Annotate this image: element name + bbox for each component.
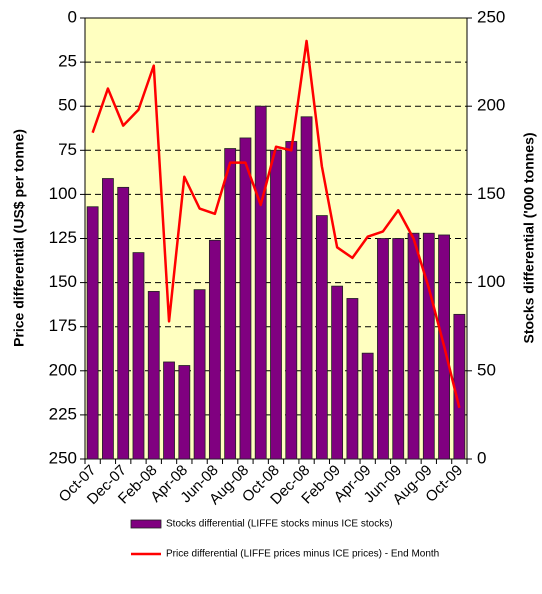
y2-tick-label: 50 <box>477 360 496 379</box>
bar <box>453 313 466 460</box>
y-tick-label: 200 <box>49 360 77 379</box>
bar <box>254 105 267 460</box>
line <box>91 39 461 409</box>
bar <box>117 186 130 460</box>
y-tick-label: 25 <box>58 52 77 71</box>
bar <box>86 206 99 460</box>
bar <box>285 141 298 460</box>
bar <box>208 239 221 460</box>
bar <box>193 289 206 460</box>
bar <box>178 365 191 460</box>
bar <box>132 252 145 460</box>
bar <box>300 116 313 460</box>
y-tick-label: 125 <box>49 228 77 247</box>
bar <box>331 285 344 460</box>
bar <box>163 361 175 460</box>
y-tick-label: 75 <box>58 140 77 159</box>
y2-tick-label: 200 <box>477 96 505 115</box>
bar <box>407 232 420 460</box>
y-tick-label: 225 <box>49 404 77 423</box>
bar <box>102 178 114 460</box>
bar <box>239 137 252 460</box>
bar <box>346 298 359 460</box>
y2-tick-label: 250 <box>477 7 505 26</box>
y2-tick-label: 0 <box>477 448 486 467</box>
y-tick-label: 175 <box>49 316 77 335</box>
bar <box>392 238 405 460</box>
bar <box>147 291 160 460</box>
bar <box>361 352 374 460</box>
y-axis-title: Price differential (US$ per tonne) <box>11 129 27 347</box>
y-tick-label: 250 <box>49 448 77 467</box>
bar <box>422 232 435 460</box>
y2-tick-label: 100 <box>477 272 505 291</box>
legend-swatch <box>130 519 162 529</box>
y-tick-label: 50 <box>58 96 77 115</box>
y2-tick-label: 150 <box>477 184 505 203</box>
bar <box>270 149 282 460</box>
bar <box>224 148 237 460</box>
y-tick-label: 100 <box>49 184 77 203</box>
y-tick-label: 150 <box>49 272 77 291</box>
bar <box>377 238 389 460</box>
legend-label: Stocks differential (LIFFE stocks minus … <box>166 519 393 530</box>
y-tick-label: 0 <box>68 7 77 26</box>
legend-label: Price differential (LIFFE prices minus I… <box>166 549 439 560</box>
y2-axis-title: Stocks differential ('000 tonnes) <box>521 132 537 343</box>
bar <box>315 215 328 460</box>
